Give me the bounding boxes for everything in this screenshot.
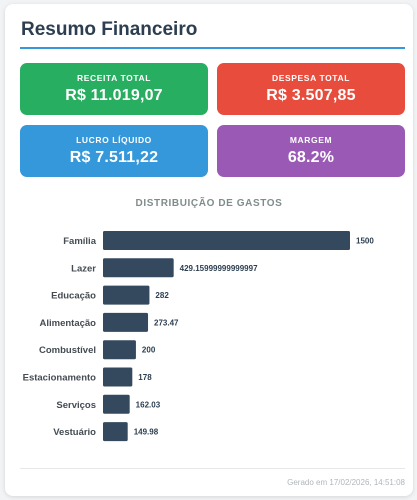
tile-value: R$ 11.019,07 [65,87,163,104]
tile-despesa-total: DESPESA TOTAL R$ 3.507,85 [217,63,405,115]
generated-timestamp: Gerado em 17/02/2026, 14:51:08 [287,478,405,487]
category-label: Combustível [39,345,96,356]
bar-5 [103,367,133,387]
title-divider [20,47,405,49]
summary-card: Resumo Financeiro RECEITA TOTAL R$ 11.01… [5,4,413,496]
tile-value: R$ 7.511,22 [69,149,159,166]
category-label: Família [63,236,96,247]
category-label: Serviços [56,400,96,411]
bar-7 [103,422,128,442]
page-title: Resumo Financeiro [21,19,198,40]
tile-margem: MARGEM 68.2% [217,125,405,177]
bar-2 [103,285,150,305]
tile-receita-total: RECEITA TOTAL R$ 11.019,07 [20,63,208,115]
category-label: Educação [51,291,96,302]
category-label: Alimentação [40,318,97,329]
value-label: 162.03 [136,400,161,409]
category-label: Lazer [71,263,96,274]
value-label: 149.98 [134,428,159,437]
tile-label: MARGEM [289,135,333,145]
value-label: 282 [155,291,169,300]
bar-1 [103,258,174,278]
value-label: 1500 [356,237,374,246]
tile-label: DESPESA TOTAL [271,73,350,83]
bar-0 [103,231,350,250]
tile-value: R$ 3.507,85 [266,87,356,104]
bar-3 [103,312,149,332]
expense-bar-chart: Família 1500 Lazer 429.15999999999997 Educaç… [23,231,374,442]
tile-lucro-liquido: LUCRO LÍQUIDO R$ 7.511,22 [20,125,208,177]
value-label: 178 [138,373,152,382]
tile-label: RECEITA TOTAL [76,73,152,83]
tile-label: LUCRO LÍQUIDO [76,135,152,145]
category-label: Estacionamento [23,373,97,384]
value-label: 200 [142,346,156,355]
bar-4 [103,340,136,360]
chart-title: DISTRIBUIÇÃO DE GASTOS [135,198,283,209]
value-label: 273.47 [154,318,179,327]
tile-value: 68.2% [287,149,335,166]
category-label: Vestuário [53,427,96,438]
bar-6 [103,394,130,414]
value-label: 429.15999999999997 [180,264,258,273]
footer-divider [20,468,405,469]
